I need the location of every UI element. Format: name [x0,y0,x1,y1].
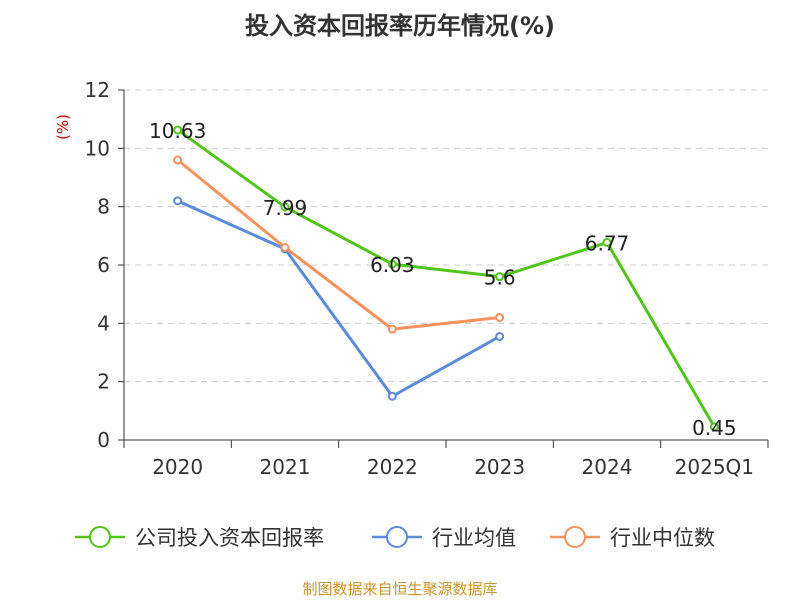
data-point [602,238,612,248]
y-tick-label: 2 [97,370,110,394]
x-tick-label: 2024 [582,455,633,479]
data-point [280,202,290,212]
x-tick-label: 2023 [474,455,525,479]
y-tick-label: 0 [97,428,110,452]
y-tick-label: 8 [97,195,110,219]
data-label: 7.99 [263,196,308,220]
series-line [176,128,716,428]
data-point [387,324,397,334]
data-point [495,331,505,341]
data-label: 0.45 [692,416,737,440]
data-label: 10.63 [149,119,206,143]
legend-marker [89,526,111,548]
legend-marker [564,526,586,548]
data-label: 6.77 [585,232,630,256]
chart-title: 投入资本回报率历年情况(%) [245,12,555,40]
y-tick-label: 10 [85,136,110,160]
y-tick-label: 6 [97,253,110,277]
series-line [176,158,500,331]
data-label: 5.6 [484,266,516,290]
data-point [173,125,183,135]
y-tick-label: 4 [97,311,110,335]
legend-marker [386,526,408,548]
legend-label: 公司投入资本回报率 [135,526,324,550]
source-note: 制图数据来自恒生聚源数据库 [302,580,498,598]
x-tick-label: 2025Q1 [675,455,754,479]
data-point [173,196,183,206]
legend-label: 行业中位数 [610,526,715,550]
y-tick-label: 12 [85,78,110,102]
data-point [280,243,290,252]
data-point [387,391,397,401]
data-label: 6.03 [370,253,415,277]
x-tick-label: 2022 [367,455,418,479]
legend-label: 行业均值 [432,526,516,550]
x-tick-label: 2020 [152,455,203,479]
data-point [709,422,719,432]
data-point [173,155,183,165]
series-line [177,199,501,398]
data-point [495,272,505,282]
y-axis-label: (%) [54,114,72,140]
data-point [495,313,505,322]
data-point [387,259,397,269]
x-tick-label: 2021 [260,455,311,479]
